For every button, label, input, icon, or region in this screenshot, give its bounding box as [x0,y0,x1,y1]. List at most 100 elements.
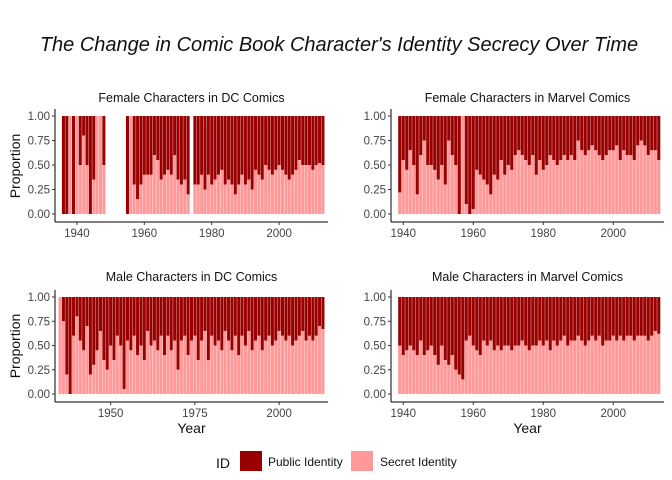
bar-secret-identity [646,340,650,394]
bar-public-identity [447,297,451,365]
panel-female-marvel: Female Characters in Marvel Comics 0.00 0… [364,91,664,240]
bar-public-identity [531,297,535,346]
bar-secret-identity [139,345,143,394]
bar-public-identity [618,116,622,161]
bar-secret-identity [408,150,412,214]
bar-secret-identity [200,340,204,394]
bar-public-identity [503,297,507,346]
bar-secret-identity [270,174,274,214]
bar-secret-identity [260,350,264,394]
bar-secret-identity [176,179,180,214]
bar-secret-identity [555,165,559,214]
bar-secret-identity [496,179,500,214]
bar-secret-identity [636,145,640,214]
bar-secret-identity [569,155,573,214]
bar-secret-identity [95,116,99,214]
bar-public-identity [264,297,268,341]
bar-public-identity [643,116,647,146]
bar-secret-identity [552,160,556,214]
bar-secret-identity [264,165,268,214]
bar-secret-identity [82,135,86,214]
bar-public-identity [601,116,605,161]
bar-public-identity [179,297,183,341]
bar-public-identity [545,116,549,165]
bar-public-identity [122,297,126,390]
bar-secret-identity [531,155,535,214]
bar-secret-identity [594,340,598,394]
bar-secret-identity [254,340,258,394]
bar-secret-identity [433,355,437,394]
bar-public-identity [615,297,619,341]
y-tick-label: 0.50 [28,160,50,172]
bar-public-identity [576,297,580,336]
bar-secret-identity [294,340,298,394]
bar-public-identity [625,116,629,156]
bar-secret-identity [576,335,580,394]
bar-secret-identity [461,379,465,394]
bar-public-identity [277,297,281,331]
bar-public-identity [176,116,180,180]
bar-secret-identity [68,116,72,214]
bar-secret-identity [65,374,69,394]
bar-secret-identity [429,345,433,394]
bar-public-identity [657,297,661,334]
bar-secret-identity [527,165,531,214]
bar-secret-identity [513,345,517,394]
bar-public-identity [499,297,503,351]
bar-public-identity [590,116,594,146]
x-tick-label: 1980 [530,228,556,240]
bar-secret-identity [643,335,647,394]
bar-secret-identity [636,335,640,394]
bar-public-identity [447,116,451,141]
bar-public-identity [541,297,545,346]
bar-secret-identity [196,360,200,394]
bar-secret-identity [115,335,119,394]
bar-public-identity [203,116,207,190]
bar-secret-identity [531,345,535,394]
bar-secret-identity [576,140,580,214]
bar-secret-identity [203,189,207,214]
bar-secret-identity [475,169,479,214]
bar-secret-identity [625,155,629,214]
bar-secret-identity [538,160,542,214]
bar-public-identity [102,116,106,165]
bar-public-identity [454,297,458,370]
bar-secret-identity [401,160,405,214]
bar-public-identity [223,297,227,331]
bar-secret-identity [545,165,549,214]
bar-secret-identity [632,340,636,394]
bar-secret-identity [186,355,190,394]
bar-public-identity [629,116,633,156]
bar-public-identity [149,297,153,346]
y-tick-label: 0.00 [28,209,50,221]
bar-public-identity [646,116,650,156]
bar-secret-identity [247,330,251,394]
bar-secret-identity [206,360,210,394]
bar-secret-identity [478,174,482,214]
bar-secret-identity [75,316,79,394]
bar-public-identity [471,116,475,210]
bar-public-identity [270,297,274,346]
bar-public-identity [136,297,140,356]
bar-public-identity [412,297,416,351]
legend-title: ID [216,455,230,471]
bar-public-identity [489,116,493,195]
y-tick-label: 0.75 [28,316,50,328]
bar-public-identity [415,116,419,195]
bar-public-identity [541,116,545,170]
bar-secret-identity [524,160,528,214]
bar-secret-identity [216,340,220,394]
bar-public-identity [233,297,237,336]
bar-public-identity [457,297,461,375]
bar-public-identity [200,297,204,341]
bar-secret-identity [625,335,629,394]
bar-secret-identity [513,155,517,214]
bar-public-identity [277,116,281,165]
bar-public-identity [464,297,468,341]
bar-public-identity [422,116,426,141]
bar-public-identity [443,297,447,361]
bar-secret-identity [433,169,437,214]
bar-public-identity [61,297,65,322]
bar-secret-identity [629,155,633,214]
bar-secret-identity [583,345,587,394]
